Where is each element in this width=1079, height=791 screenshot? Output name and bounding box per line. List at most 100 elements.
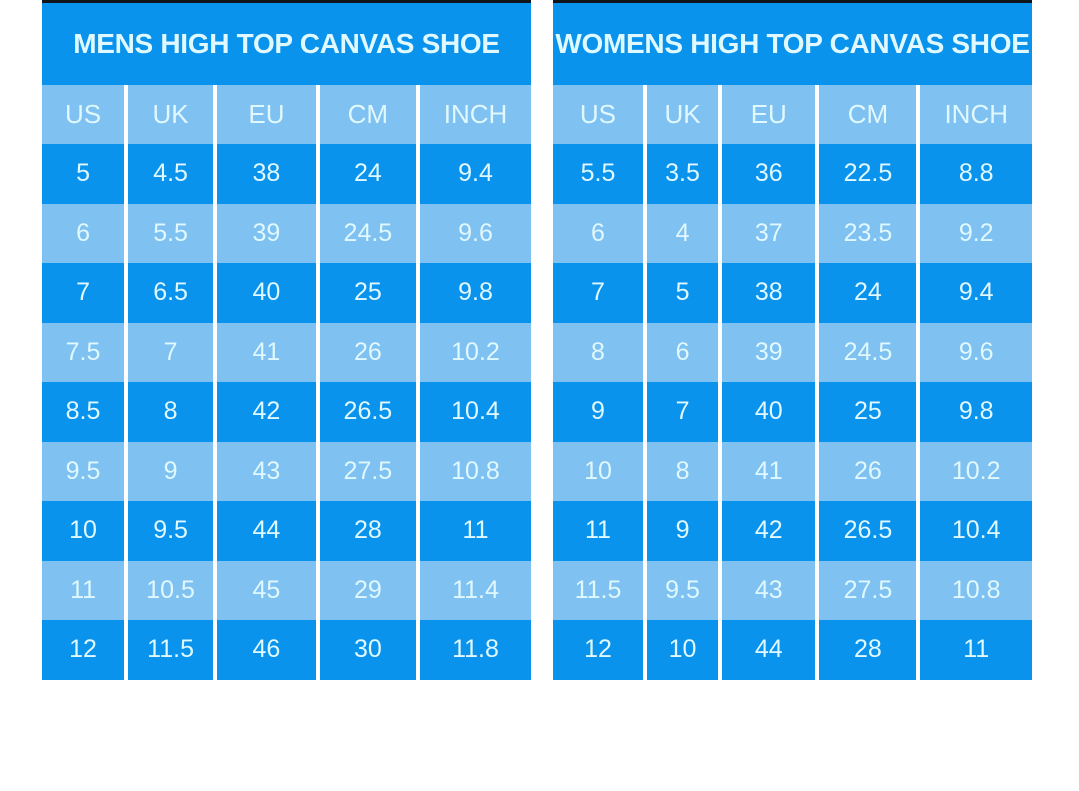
- size-cell: 41: [718, 441, 818, 501]
- size-cell: 9.5: [124, 501, 216, 561]
- size-cell: 10: [642, 620, 721, 680]
- size-cell: 11.5: [124, 620, 216, 680]
- size-cell: 12: [42, 620, 127, 680]
- size-cell: 43: [718, 560, 818, 620]
- size-cell: 5.5: [124, 203, 216, 263]
- size-cell: 42: [718, 501, 818, 561]
- size-cell: 27.5: [315, 441, 418, 501]
- size-cell: 7: [642, 382, 721, 442]
- size-cell: 30: [315, 620, 418, 680]
- size-cell: 28: [315, 501, 418, 561]
- size-cell: 26: [815, 441, 919, 501]
- size-cell: 26.5: [315, 382, 418, 442]
- size-cell: 11: [553, 501, 645, 561]
- size-cell: 28: [815, 620, 919, 680]
- size-row: 9.5 9 43 27.5 10.8: [42, 441, 531, 501]
- column-header-eu: EU: [213, 85, 318, 144]
- size-cell: 7: [124, 322, 216, 382]
- size-cell: 36: [718, 144, 818, 204]
- column-header-inch: INCH: [916, 85, 1032, 144]
- size-cell: 8.5: [42, 382, 127, 442]
- size-cell: 38: [213, 144, 318, 204]
- size-cell: 39: [213, 203, 318, 263]
- size-cell: 10.2: [916, 441, 1032, 501]
- size-cell: 7.5: [42, 322, 127, 382]
- size-row: 7 6.5 40 25 9.8: [42, 263, 531, 323]
- size-cell: 10.4: [916, 501, 1032, 561]
- size-cell: 6: [42, 203, 127, 263]
- size-cell: 24.5: [815, 322, 919, 382]
- size-cell: 6: [642, 322, 721, 382]
- column-header-cm: CM: [815, 85, 919, 144]
- size-cell: 11: [42, 560, 127, 620]
- size-row: 5 4.5 38 24 9.4: [42, 144, 531, 204]
- size-cell: 38: [718, 263, 818, 323]
- size-cell: 43: [213, 441, 318, 501]
- size-cell: 44: [718, 620, 818, 680]
- size-cell: 11: [916, 620, 1032, 680]
- size-row: 8 6 39 24.5 9.6: [553, 322, 1032, 382]
- size-cell: 11.5: [553, 560, 645, 620]
- size-cell: 9.4: [416, 144, 531, 204]
- size-cell: 8: [553, 322, 645, 382]
- column-header-us: US: [553, 85, 645, 144]
- size-cell: 8.8: [916, 144, 1032, 204]
- size-row: 12 10 44 28 11: [553, 620, 1032, 680]
- size-cell: 39: [718, 322, 818, 382]
- size-cell: 9.6: [916, 322, 1032, 382]
- size-row: 11 10.5 45 29 11.4: [42, 560, 531, 620]
- size-cell: 9.8: [916, 382, 1032, 442]
- size-cell: 24: [815, 263, 919, 323]
- size-cell: 6: [553, 203, 645, 263]
- size-cell: 5: [642, 263, 721, 323]
- column-header-inch: INCH: [416, 85, 531, 144]
- size-cell: 10: [42, 501, 127, 561]
- size-cell: 25: [815, 382, 919, 442]
- size-cell: 7: [553, 263, 645, 323]
- size-row: 9 7 40 25 9.8: [553, 382, 1032, 442]
- size-row: 8.5 8 42 26.5 10.4: [42, 382, 531, 442]
- size-cell: 9.8: [416, 263, 531, 323]
- size-cell: 12: [553, 620, 645, 680]
- size-row: 6 5.5 39 24.5 9.6: [42, 203, 531, 263]
- size-cell: 26.5: [815, 501, 919, 561]
- mens-table-title: MENS HIGH TOP CANVAS SHOE: [42, 3, 531, 85]
- size-cell: 9: [553, 382, 645, 442]
- size-cell: 26: [315, 322, 418, 382]
- size-cell: 24: [315, 144, 418, 204]
- size-cell: 6.5: [124, 263, 216, 323]
- size-cell: 37: [718, 203, 818, 263]
- size-cell: 42: [213, 382, 318, 442]
- size-cell: 4.5: [124, 144, 216, 204]
- size-row: 7 5 38 24 9.4: [553, 263, 1032, 323]
- mens-header-row: US UK EU CM INCH: [42, 85, 531, 144]
- size-row: 5.5 3.5 36 22.5 8.8: [553, 144, 1032, 204]
- size-cell: 9.2: [916, 203, 1032, 263]
- size-cell: 10.4: [416, 382, 531, 442]
- size-cell: 22.5: [815, 144, 919, 204]
- size-cell: 5: [42, 144, 127, 204]
- size-cell: 9.4: [916, 263, 1032, 323]
- size-cell: 40: [718, 382, 818, 442]
- size-cell: 10: [553, 441, 645, 501]
- size-cell: 45: [213, 560, 318, 620]
- size-cell: 23.5: [815, 203, 919, 263]
- size-cell: 46: [213, 620, 318, 680]
- size-cell: 11.4: [416, 560, 531, 620]
- size-cell: 41: [213, 322, 318, 382]
- size-cell: 9: [642, 501, 721, 561]
- size-cell: 8: [642, 441, 721, 501]
- mens-size-grid: US UK EU CM INCH 5 4.5 38 24 9.4 6 5.5 39 24.5 9.6 7 6.…: [42, 85, 531, 680]
- size-row: 11.5 9.5 43 27.5 10.8: [553, 560, 1032, 620]
- size-cell: 5.5: [553, 144, 645, 204]
- mens-size-table: MENS HIGH TOP CANVAS SHOE US UK EU CM INCH 5…: [42, 0, 531, 680]
- size-row: 10 9.5 44 28 11: [42, 501, 531, 561]
- column-header-us: US: [42, 85, 127, 144]
- size-cell: 11.8: [416, 620, 531, 680]
- size-cell: 3.5: [642, 144, 721, 204]
- size-cell: 4: [642, 203, 721, 263]
- column-header-eu: EU: [718, 85, 818, 144]
- column-header-uk: UK: [642, 85, 721, 144]
- size-cell: 10.2: [416, 322, 531, 382]
